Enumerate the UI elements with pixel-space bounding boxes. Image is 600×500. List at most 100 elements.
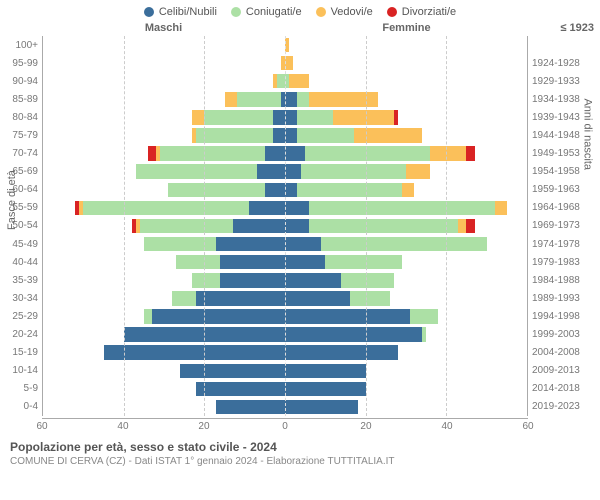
birth-label: 1959-1963 [528,181,600,199]
bar-seg-coniugati [422,327,426,341]
legend-swatch [231,7,241,17]
female-half [285,126,527,144]
bar-seg-coniugati [168,183,265,197]
female-half [285,145,527,163]
bar-seg-coniugati [321,237,486,251]
bar-seg-coniugati [172,291,196,305]
bar-seg-coniugati [297,110,333,124]
bar-seg-coniugati [144,309,152,323]
bar-seg-vedovi [285,56,293,70]
legend-label: Divorziati/e [402,6,456,18]
bar-seg-coniugati [136,164,257,178]
legend-swatch [316,7,326,17]
header-female: Femmine [285,22,528,34]
plot [42,36,528,416]
legend: Celibi/Nubili Coniugati/e Vedovi/e Divorzia… [0,0,600,22]
legend-item: Coniugati/e [231,6,302,18]
header-male: Maschi [42,22,285,34]
female-half [285,36,527,54]
age-label: 0-4 [0,398,42,416]
age-label: 10-14 [0,362,42,380]
header-birth-first: ≤ 1923 [528,22,600,34]
x-tick: 40 [117,421,128,432]
male-half [43,72,285,90]
bar-seg-celibi [285,164,301,178]
birth-label: 1929-1933 [528,72,600,90]
bar-seg-coniugati [301,164,406,178]
bar-seg-coniugati [196,128,273,142]
bar-seg-celibi [285,382,366,396]
male-half [43,36,285,54]
bar-seg-coniugati [297,92,309,106]
gridline [366,36,367,416]
bar-seg-celibi [196,291,285,305]
bar-seg-celibi [249,201,285,215]
bar-seg-coniugati [297,183,402,197]
male-half [43,181,285,199]
bar-seg-vedovi [402,183,414,197]
bar-seg-vedovi [225,92,237,106]
x-axis: 6040200204060 [42,418,528,434]
bar-seg-coniugati [83,201,248,215]
gridline [124,36,125,416]
bar-seg-coniugati [341,273,393,287]
y-labels-birth: 1924-19281929-19331934-19381939-19431944… [528,36,600,416]
bar-seg-coniugati [350,291,390,305]
chart-area: 100+95-9990-9485-8980-8475-7970-7465-696… [0,34,600,418]
legend-swatch [144,7,154,17]
bar-seg-celibi [285,183,297,197]
bar-seg-celibi [152,309,285,323]
x-tick: 60 [36,421,47,432]
bar-seg-vedovi [354,128,423,142]
bar-seg-coniugati [277,74,285,88]
age-label: 95-99 [0,54,42,72]
female-half [285,72,527,90]
bar-seg-celibi [196,382,285,396]
gridline [446,36,447,416]
bar-seg-celibi [285,364,366,378]
legend-item: Divorziati/e [387,6,456,18]
bar-seg-celibi [285,201,309,215]
bar-seg-celibi [220,255,285,269]
birth-label: 1999-2003 [528,326,600,344]
bar-seg-coniugati [140,219,233,233]
bar-seg-vedovi [406,164,430,178]
center-line [285,36,286,416]
birth-label [528,36,600,54]
bar-seg-vedovi [192,110,204,124]
legend-label: Celibi/Nubili [159,6,217,18]
bar-seg-celibi [285,146,305,160]
male-half [43,199,285,217]
birth-label: 1969-1973 [528,217,600,235]
x-tick: 60 [522,421,533,432]
bar-seg-celibi [285,327,422,341]
birth-label: 1984-1988 [528,271,600,289]
female-half [285,344,527,362]
female-half [285,307,527,325]
legend-swatch [387,7,397,17]
birth-label: 1994-1998 [528,307,600,325]
x-tick: 20 [360,421,371,432]
age-label: 15-19 [0,344,42,362]
male-half [43,289,285,307]
age-label: 35-39 [0,271,42,289]
bar-seg-celibi [216,400,285,414]
legend-label: Vedovi/e [331,6,373,18]
female-half [285,398,527,416]
birth-label: 2019-2023 [528,398,600,416]
bar-seg-coniugati [309,219,458,233]
birth-label: 2014-2018 [528,380,600,398]
male-half [43,380,285,398]
bar-seg-coniugati [309,201,495,215]
male-half [43,253,285,271]
bar-seg-vedovi [495,201,507,215]
age-label: 20-24 [0,326,42,344]
age-label: 80-84 [0,108,42,126]
bar-seg-vedovi [430,146,466,160]
bar-seg-celibi [285,110,297,124]
age-label: 40-44 [0,253,42,271]
bar-seg-vedovi [289,74,309,88]
legend-item: Celibi/Nubili [144,6,217,18]
male-half [43,108,285,126]
bar-seg-celibi [285,128,297,142]
